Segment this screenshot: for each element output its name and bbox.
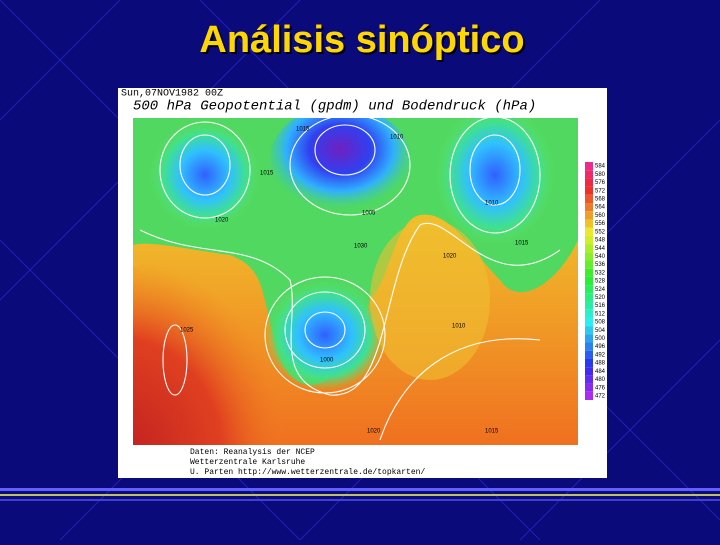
contour-label: 1020 bbox=[443, 254, 457, 260]
colorbar-label: 532 bbox=[595, 270, 606, 276]
contour-label: 1025 bbox=[180, 328, 194, 334]
colorbar-swatch bbox=[585, 170, 593, 179]
colorbar-swatch bbox=[585, 162, 593, 171]
colorbar-label: 560 bbox=[595, 213, 606, 219]
colorbar-label: 568 bbox=[595, 197, 606, 203]
contour-label: 1010 bbox=[485, 201, 499, 207]
title-shadow: Análisis sinóptico bbox=[201, 21, 526, 63]
colorbar-label: 536 bbox=[595, 262, 606, 268]
colorbar-swatch bbox=[585, 367, 593, 376]
colorbar-label: 552 bbox=[595, 229, 606, 235]
slide-title: Análisis sinóptico bbox=[199, 19, 524, 61]
contour-label: 1020 bbox=[215, 218, 229, 224]
colorbar-label: 580 bbox=[595, 172, 606, 178]
colorbar-swatch bbox=[585, 342, 593, 351]
colorbar-swatch bbox=[585, 317, 593, 327]
bottom-stripes bbox=[0, 488, 720, 501]
colorbar-swatch bbox=[585, 227, 593, 236]
contour-label: 1020 bbox=[367, 429, 381, 435]
credit-line: U. Parten http://www.wetterzentrale.de/t… bbox=[190, 468, 425, 477]
colorbar-swatch bbox=[585, 326, 593, 335]
colorbar-label: 572 bbox=[595, 188, 606, 194]
colorbar-swatch bbox=[585, 309, 593, 318]
colorbar-swatch bbox=[585, 211, 593, 220]
map-heading: 500 hPa Geopotential (gpdm) und Bodendru… bbox=[133, 99, 536, 115]
colorbar-swatch bbox=[585, 244, 593, 253]
colorbar-swatch bbox=[585, 268, 593, 277]
colorbar-label: 508 bbox=[595, 320, 606, 326]
contour-label: 1000 bbox=[320, 358, 334, 364]
colorbar-label: 488 bbox=[595, 361, 606, 367]
colorbar-swatch bbox=[585, 252, 593, 261]
colorbar-swatch bbox=[585, 276, 593, 286]
map-field bbox=[133, 118, 578, 445]
contour-label: 1015 bbox=[260, 171, 274, 177]
colorbar-label: 516 bbox=[595, 303, 606, 309]
colorbar-swatch bbox=[585, 219, 593, 228]
map-timestamp: Sun,07NOV1982 00Z bbox=[121, 89, 223, 100]
colorbar-swatch bbox=[585, 186, 593, 195]
colorbar-label: 500 bbox=[595, 336, 606, 342]
colorbar-swatch bbox=[585, 375, 593, 384]
colorbar-label: 492 bbox=[595, 352, 606, 358]
colorbar-swatch bbox=[585, 293, 593, 302]
colorbar-swatch bbox=[585, 178, 593, 187]
contour-label: 1010 bbox=[390, 135, 404, 141]
contour-label: 1010 bbox=[452, 324, 466, 330]
colorbar-swatch bbox=[585, 383, 593, 392]
contour-label: 1015 bbox=[296, 127, 310, 133]
colorbar-swatch bbox=[585, 235, 593, 245]
colorbar-label: 524 bbox=[595, 287, 606, 293]
colorbar-label: 564 bbox=[595, 205, 606, 211]
credit-line: Daten: Reanalysis der NCEP bbox=[190, 448, 315, 457]
colorbar-label: 480 bbox=[595, 377, 606, 383]
colorbar-label: 548 bbox=[595, 238, 606, 244]
colorbar-label: 512 bbox=[595, 311, 606, 317]
colorbar-swatch bbox=[585, 260, 593, 269]
colorbar-swatch bbox=[585, 285, 593, 294]
contour-label: 1015 bbox=[485, 429, 499, 435]
colorbar-label: 520 bbox=[595, 295, 606, 301]
credit-line: Wetterzentrale Karlsruhe bbox=[190, 458, 305, 467]
colorbar-label: 540 bbox=[595, 254, 606, 260]
colorbar-swatch bbox=[585, 350, 593, 359]
contour-label: 1015 bbox=[515, 241, 529, 247]
colorbar-swatch bbox=[585, 301, 593, 310]
colorbar-label: 496 bbox=[595, 344, 606, 350]
colorbar-swatch bbox=[585, 334, 593, 343]
colorbar-label: 528 bbox=[595, 279, 606, 285]
colorbar: 584 580 576 572 568 564 560 556 552 548 544 540 536 5… bbox=[585, 162, 606, 400]
contour-label: 1030 bbox=[354, 244, 368, 250]
colorbar-swatch bbox=[585, 203, 593, 212]
colorbar-swatch bbox=[585, 194, 593, 204]
colorbar-label: 584 bbox=[595, 164, 606, 170]
contours bbox=[139, 118, 561, 441]
colorbar-swatch bbox=[585, 358, 593, 368]
colorbar-label: 576 bbox=[595, 180, 606, 186]
colorbar-label: 472 bbox=[595, 393, 606, 399]
contour-labels: 1015 1010 1015 1020 1030 1005 1010 1015 … bbox=[180, 127, 529, 435]
colorbar-swatch bbox=[585, 391, 593, 400]
colorbar-label: 476 bbox=[595, 385, 606, 391]
colorbar-label: 544 bbox=[595, 246, 606, 252]
contour-label: 1005 bbox=[362, 211, 376, 217]
colorbar-label: 504 bbox=[595, 328, 606, 334]
colorbar-label: 556 bbox=[595, 221, 606, 227]
colorbar-label: 484 bbox=[595, 369, 606, 375]
